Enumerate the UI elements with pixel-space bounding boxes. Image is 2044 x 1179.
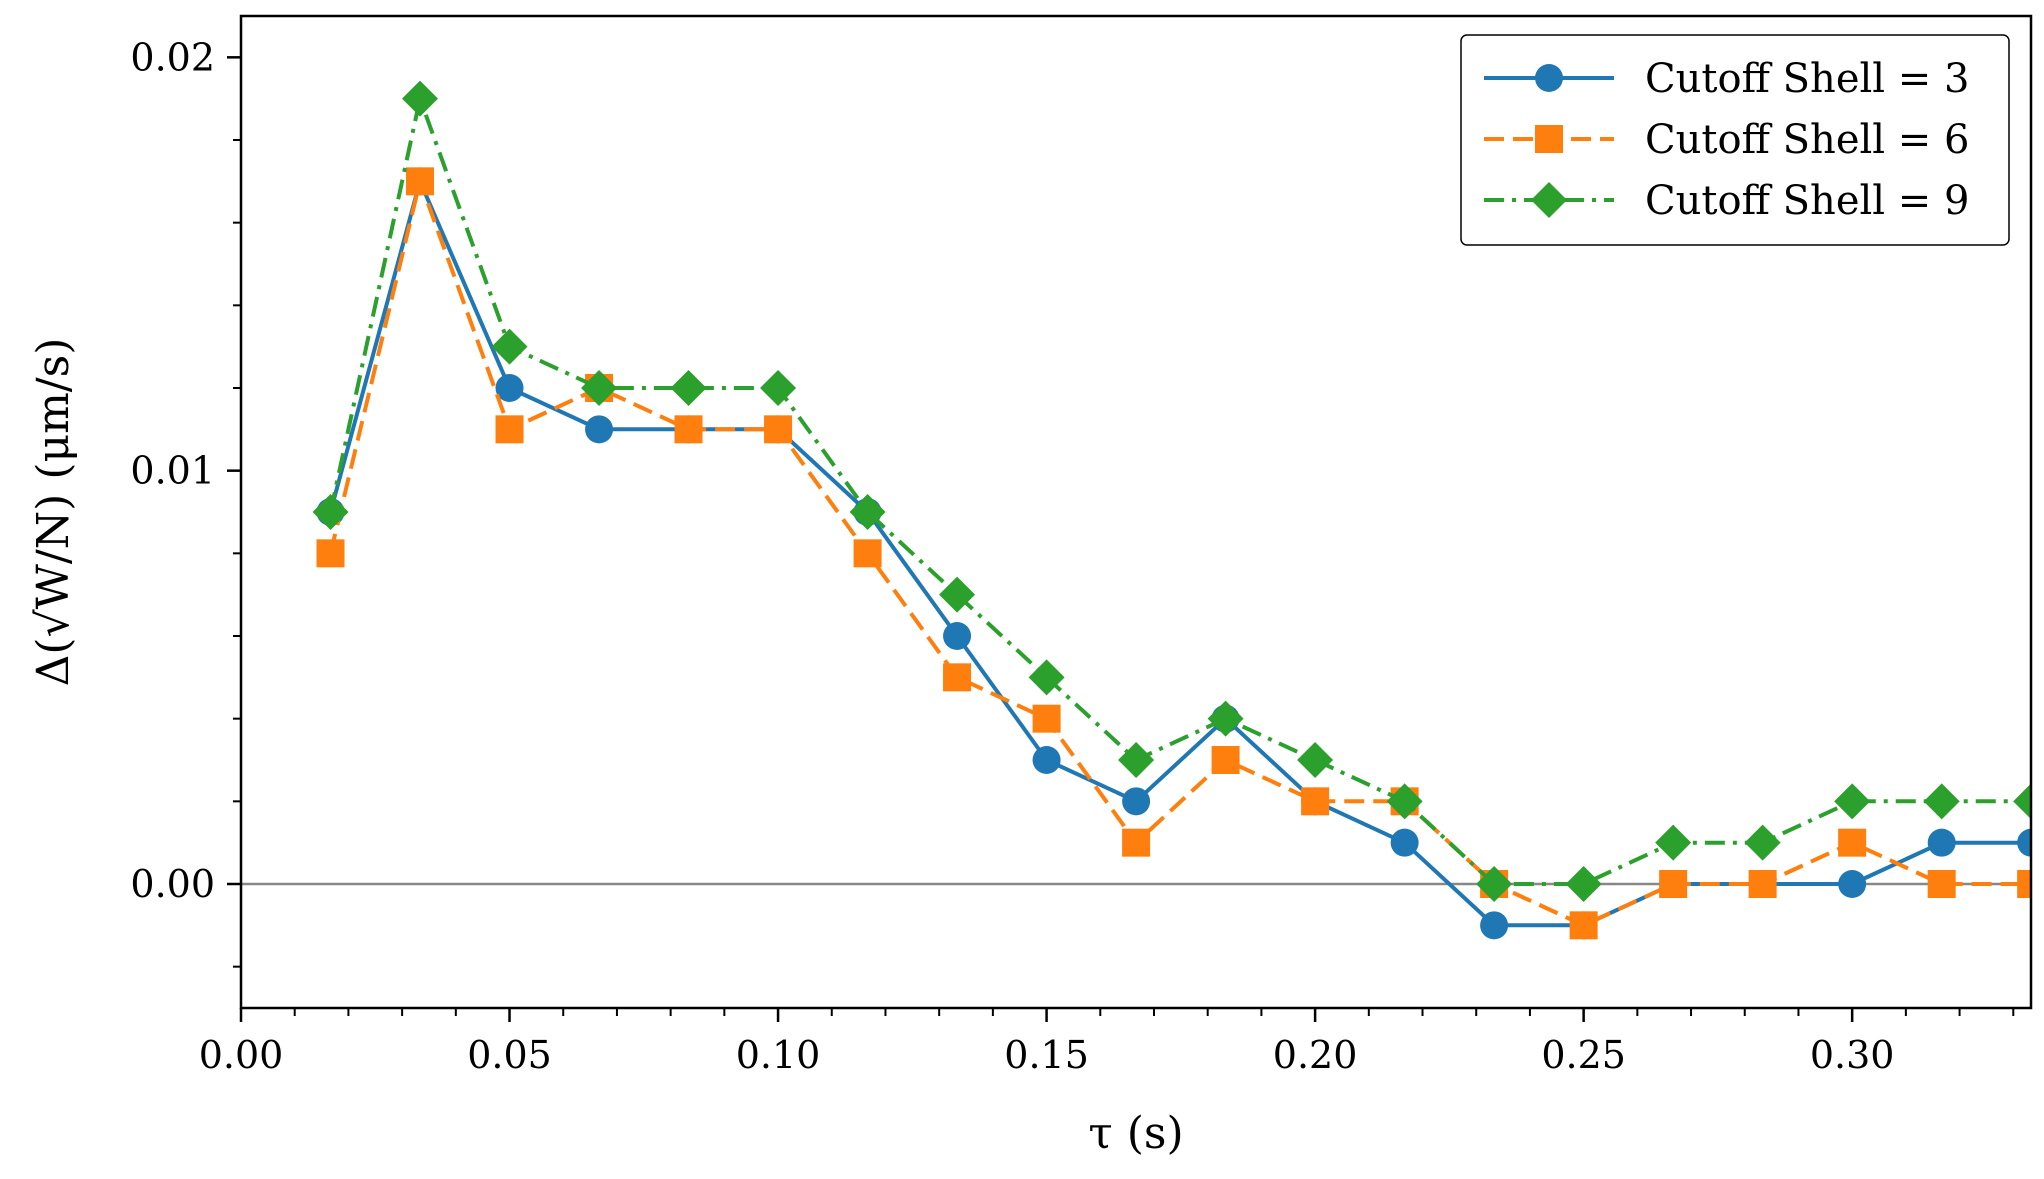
data-point xyxy=(853,539,882,568)
data-point xyxy=(312,494,349,530)
data-point xyxy=(316,539,345,568)
x-tick-label: 0.25 xyxy=(1541,1033,1626,1077)
data-point xyxy=(674,415,703,444)
series-line xyxy=(328,179,2031,928)
data-point xyxy=(1748,870,1777,898)
data-point xyxy=(1386,783,1423,820)
data-point xyxy=(2013,783,2031,820)
data-point xyxy=(1838,828,1867,857)
y-tick-label: 0.02 xyxy=(130,35,215,79)
data-point xyxy=(1476,866,1513,902)
data-point xyxy=(1122,787,1151,816)
data-point xyxy=(1569,911,1598,940)
legend-label: Cutoff Shell = 3 xyxy=(1645,56,1969,102)
data-point xyxy=(491,328,528,365)
data-point xyxy=(1655,824,1692,861)
series-layer xyxy=(312,80,2031,940)
data-point xyxy=(402,80,438,117)
data-point xyxy=(406,167,434,196)
x-tick-label: 0.15 xyxy=(1004,1033,1089,1077)
x-tick-label: 0.05 xyxy=(467,1033,552,1077)
data-point xyxy=(849,494,886,530)
data-point xyxy=(585,415,614,444)
series-3 xyxy=(312,80,2031,902)
legend-marker xyxy=(1531,182,1567,218)
data-point xyxy=(2017,828,2031,857)
x-axis-ticks: 0.00 0.05 0.10 0.15 0.20 0.25 0.30 xyxy=(199,1008,2015,1077)
legend-label: Cutoff Shell = 9 xyxy=(1645,178,1969,224)
series-1 xyxy=(316,167,2031,940)
legend-entry: Cutoff Shell = 6 xyxy=(1484,117,1969,163)
data-point xyxy=(1032,746,1061,774)
plot-frame xyxy=(239,14,2033,1010)
data-point xyxy=(943,663,972,692)
legend-entry: Cutoff Shell = 9 xyxy=(1484,178,1969,224)
legend-entry: Cutoff Shell = 3 xyxy=(1484,56,1969,102)
data-point xyxy=(1118,742,1155,778)
data-point xyxy=(1297,742,1334,778)
data-point xyxy=(1565,866,1602,902)
x-axis-label: τ (s) xyxy=(1088,1108,1183,1159)
data-point xyxy=(943,622,972,650)
data-point xyxy=(1838,870,1867,898)
data-point xyxy=(764,415,793,444)
series-line xyxy=(328,179,2031,928)
legend: Cutoff Shell = 3 Cutoff Shell = 6 Cutoff S… xyxy=(1460,34,2010,246)
data-point xyxy=(670,370,707,406)
data-point xyxy=(1032,704,1061,733)
legend-marker xyxy=(1535,125,1563,153)
y-axis-ticks: 0.00 0.01 0.02 xyxy=(130,35,241,968)
y-axis-label: Δ(√W/N) (μm/s) xyxy=(28,338,79,687)
data-point xyxy=(1301,787,1330,816)
data-point xyxy=(581,370,618,406)
data-point xyxy=(760,370,797,406)
series-2 xyxy=(316,167,2031,940)
y-tick-label: 0.01 xyxy=(130,449,215,493)
data-point xyxy=(1390,828,1419,857)
data-point xyxy=(1211,746,1240,774)
data-point xyxy=(495,415,524,444)
data-point xyxy=(1744,824,1781,861)
data-point xyxy=(1028,659,1065,696)
x-tick-label: 0.10 xyxy=(736,1033,821,1077)
data-point xyxy=(1927,870,1956,898)
x-tick-label: 0.00 xyxy=(199,1033,284,1077)
legend-marker xyxy=(1535,64,1563,92)
y-tick-label: 0.00 xyxy=(130,862,215,906)
data-point xyxy=(1923,783,1960,820)
data-point xyxy=(1122,828,1151,857)
x-tick-label: 0.20 xyxy=(1273,1033,1358,1077)
x-tick-label: 0.30 xyxy=(1810,1033,1895,1077)
data-point xyxy=(2017,870,2031,898)
data-point xyxy=(1659,870,1688,898)
data-point xyxy=(495,374,524,402)
legend-label: Cutoff Shell = 6 xyxy=(1645,117,1969,163)
data-point xyxy=(1834,783,1871,820)
data-point xyxy=(1927,828,1956,857)
data-point xyxy=(1480,911,1509,940)
data-point xyxy=(939,576,976,613)
data-point xyxy=(1207,700,1244,737)
legend-frame xyxy=(1460,34,2010,246)
